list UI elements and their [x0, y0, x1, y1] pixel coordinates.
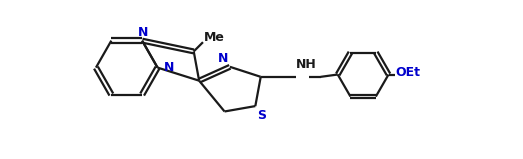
Text: OEt: OEt — [395, 66, 420, 80]
Text: N: N — [138, 26, 148, 39]
Text: Me: Me — [204, 31, 224, 44]
Text: N: N — [218, 52, 229, 65]
Text: S: S — [257, 109, 266, 122]
Text: N: N — [164, 61, 174, 74]
Text: NH: NH — [296, 59, 317, 71]
